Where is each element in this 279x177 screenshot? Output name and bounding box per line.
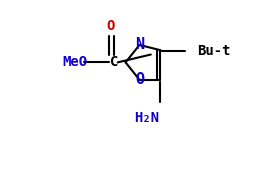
Text: Bu-t: Bu-t [197, 44, 230, 58]
Text: O: O [135, 72, 144, 87]
Text: MeO: MeO [62, 55, 88, 69]
Text: C: C [110, 55, 118, 69]
Text: N: N [135, 38, 144, 52]
Text: O: O [107, 19, 115, 33]
Text: H₂N: H₂N [134, 111, 159, 125]
